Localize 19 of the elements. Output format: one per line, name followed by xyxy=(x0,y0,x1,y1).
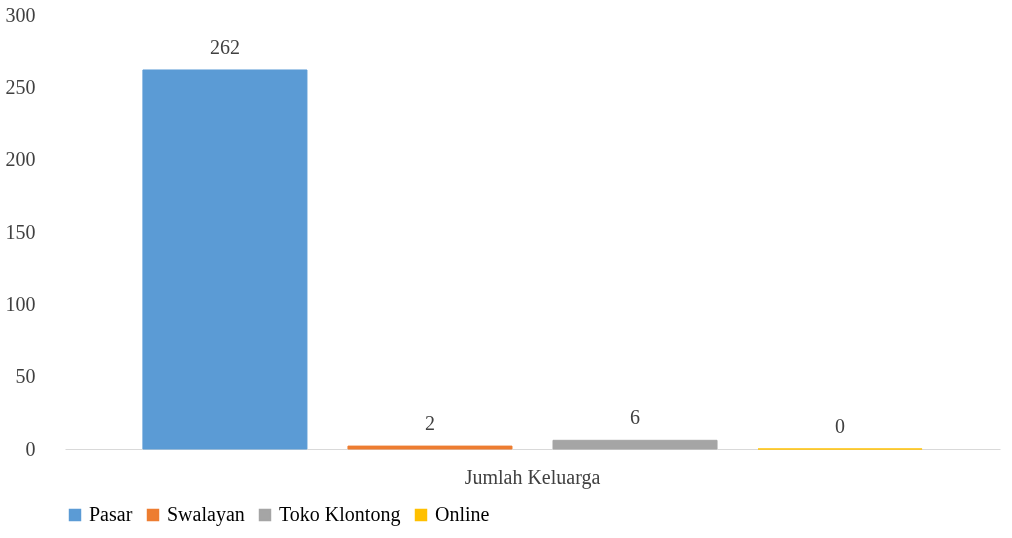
legend-label: Swalayan xyxy=(167,503,245,526)
bar xyxy=(347,445,513,450)
y-tick-label: 50 xyxy=(15,365,36,388)
y-tick-label: 0 xyxy=(25,437,36,460)
y-tick-label: 100 xyxy=(5,292,36,315)
data-label: 2 xyxy=(424,412,435,435)
y-tick-label: 200 xyxy=(5,148,36,171)
y-tick-label: 300 xyxy=(5,3,36,26)
y-tick-label: 150 xyxy=(5,220,36,243)
bar xyxy=(552,439,718,450)
data-label: 6 xyxy=(630,406,641,429)
y-tick-label: 250 xyxy=(5,75,36,98)
legend-label: Pasar xyxy=(89,503,133,525)
bar xyxy=(142,69,308,450)
data-label: 0 xyxy=(835,415,846,437)
x-tick-label: Jumlah Keluarga xyxy=(464,465,601,489)
data-label: 262 xyxy=(209,35,240,58)
legend-label: Toko Klontong xyxy=(279,503,401,526)
legend-label: Online xyxy=(435,503,490,525)
